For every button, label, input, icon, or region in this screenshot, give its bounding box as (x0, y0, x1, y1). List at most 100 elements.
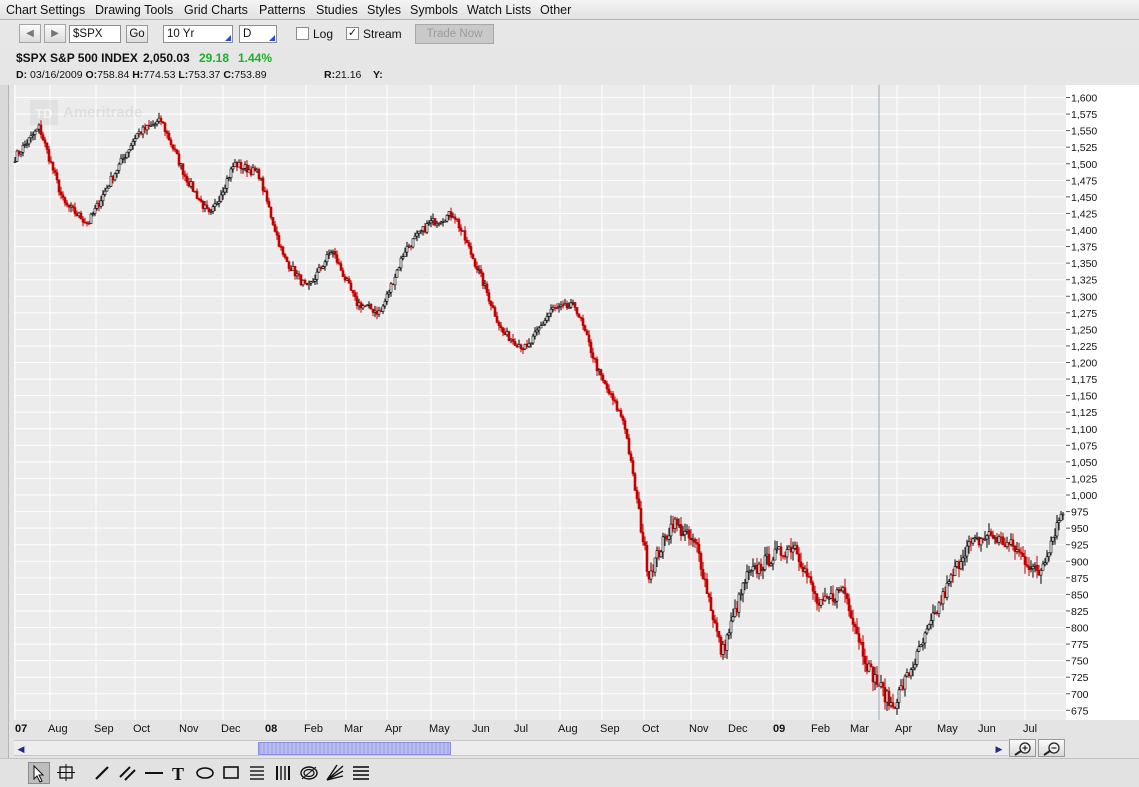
x-tick-label: 08 (265, 723, 277, 735)
candle-body (79, 212, 83, 220)
candle-body (201, 201, 205, 209)
menu-patterns[interactable]: Patterns (259, 3, 306, 17)
menu-studies[interactable]: Studies (316, 3, 358, 17)
candle-body (911, 667, 915, 670)
ellipse-icon[interactable] (194, 762, 216, 784)
candle-body (967, 541, 971, 547)
candle-body (67, 204, 71, 208)
candle-body (697, 543, 701, 554)
y-tick-label: 700 (1071, 689, 1089, 701)
y-label: Y: (373, 69, 383, 81)
candle-body (797, 553, 801, 563)
scrollbar-thumb[interactable] (258, 742, 451, 755)
candle-body (549, 308, 553, 314)
menu-symbols[interactable]: Symbols (410, 3, 458, 17)
rectangle-icon[interactable] (220, 762, 242, 784)
zoom-out-button[interactable] (1038, 739, 1065, 757)
trade-now-button[interactable]: Trade Now (415, 24, 494, 44)
candle-body (847, 598, 851, 612)
log-checkbox[interactable] (296, 27, 309, 40)
candle-body (83, 221, 87, 224)
candle-body (529, 342, 533, 345)
horizontal-line-icon[interactable] (143, 762, 165, 784)
candle-body (165, 131, 169, 134)
candle-body (813, 590, 817, 594)
fan-lines-icon[interactable] (324, 762, 346, 784)
candle-body (21, 145, 25, 153)
interval-select[interactable]: D (239, 25, 277, 43)
price-change: 29.18 (199, 51, 230, 65)
candle-body (603, 380, 607, 384)
candle-body (615, 400, 619, 411)
candle-body (459, 227, 463, 231)
y-tick-label: 1,450 (1071, 192, 1097, 204)
candle-body (137, 131, 141, 134)
candle-body (397, 267, 401, 271)
candle-body (335, 254, 339, 263)
ohlc-readout: D: 03/16/2009 O:758.84 H:774.53 L:753.37… (16, 69, 267, 81)
x-tick-label: Nov (179, 723, 199, 735)
candle-body (303, 279, 307, 284)
stream-checkbox[interactable]: ✓ (346, 27, 359, 40)
menu-other[interactable]: Other (540, 3, 572, 17)
candle-body (151, 124, 155, 127)
candle-body (909, 669, 913, 677)
candle-body (1021, 553, 1025, 557)
forward-button[interactable]: ▶ (44, 24, 66, 43)
menu-watch-lists[interactable]: Watch Lists (467, 3, 532, 17)
candle-body (429, 220, 433, 224)
candle-body (103, 190, 107, 195)
menu-drawing-tools[interactable]: Drawing Tools (95, 3, 174, 17)
go-button[interactable]: Go (126, 25, 148, 43)
zoom-in-button[interactable] (1009, 739, 1036, 757)
candle-body (57, 179, 61, 193)
horizontal-lines-icon[interactable] (350, 762, 372, 784)
x-tick-label: Apr (385, 723, 402, 735)
vertical-lines-icon[interactable] (272, 762, 294, 784)
menu-chart-settings[interactable]: Chart Settings (6, 3, 86, 17)
candle-body (175, 149, 179, 155)
pencil-icon[interactable] (91, 762, 113, 784)
candle-body (519, 344, 523, 350)
candle-body (875, 674, 879, 685)
y-tick-label: 1,250 (1071, 324, 1097, 336)
scroll-right-icon[interactable]: ▶ (995, 744, 1003, 754)
back-button[interactable]: ◀ (19, 24, 41, 43)
cursor-select-icon[interactable] (28, 762, 50, 784)
candle-body (1031, 566, 1035, 569)
interval-select-value: D (243, 28, 252, 40)
candle-body (97, 202, 101, 207)
stream-label: Stream (363, 27, 402, 41)
candle-body (1037, 570, 1041, 576)
menu-styles[interactable]: Styles (367, 3, 402, 17)
candle-body (133, 138, 137, 142)
candle-body (705, 579, 709, 594)
range-select[interactable]: 10 Yr (163, 25, 233, 43)
menu-grid-charts[interactable]: Grid Charts (184, 3, 248, 17)
candle-body (419, 230, 423, 233)
candle-body (497, 321, 501, 327)
candle-body (293, 266, 297, 277)
candle-body (481, 272, 485, 286)
symbol-input[interactable]: $SPX (69, 25, 121, 43)
candle-body (731, 616, 735, 622)
fibonacci-icon[interactable] (246, 762, 268, 784)
candle-body (277, 234, 281, 247)
price-chart[interactable]: TD Ameritrade 1,6001,5751,5501,5251,5001… (0, 85, 1139, 740)
candlestick-series (13, 112, 1065, 715)
text-tool-icon[interactable]: T (168, 762, 190, 784)
candle-body (561, 304, 565, 307)
candle-body (711, 610, 715, 621)
candle-body (775, 548, 779, 551)
crosshair-box-icon[interactable] (55, 762, 77, 784)
candle-body (769, 563, 773, 566)
chart-scrollbar[interactable]: ◀ ▶ (14, 740, 1008, 756)
parallel-lines-icon[interactable] (117, 762, 139, 784)
scroll-left-icon[interactable]: ◀ (17, 744, 25, 754)
candle-body (971, 538, 975, 544)
candle-body (585, 330, 589, 336)
price-axis-area (1066, 85, 1139, 720)
spiral-icon[interactable] (298, 762, 320, 784)
candle-body (739, 593, 743, 596)
candle-body (221, 191, 225, 196)
